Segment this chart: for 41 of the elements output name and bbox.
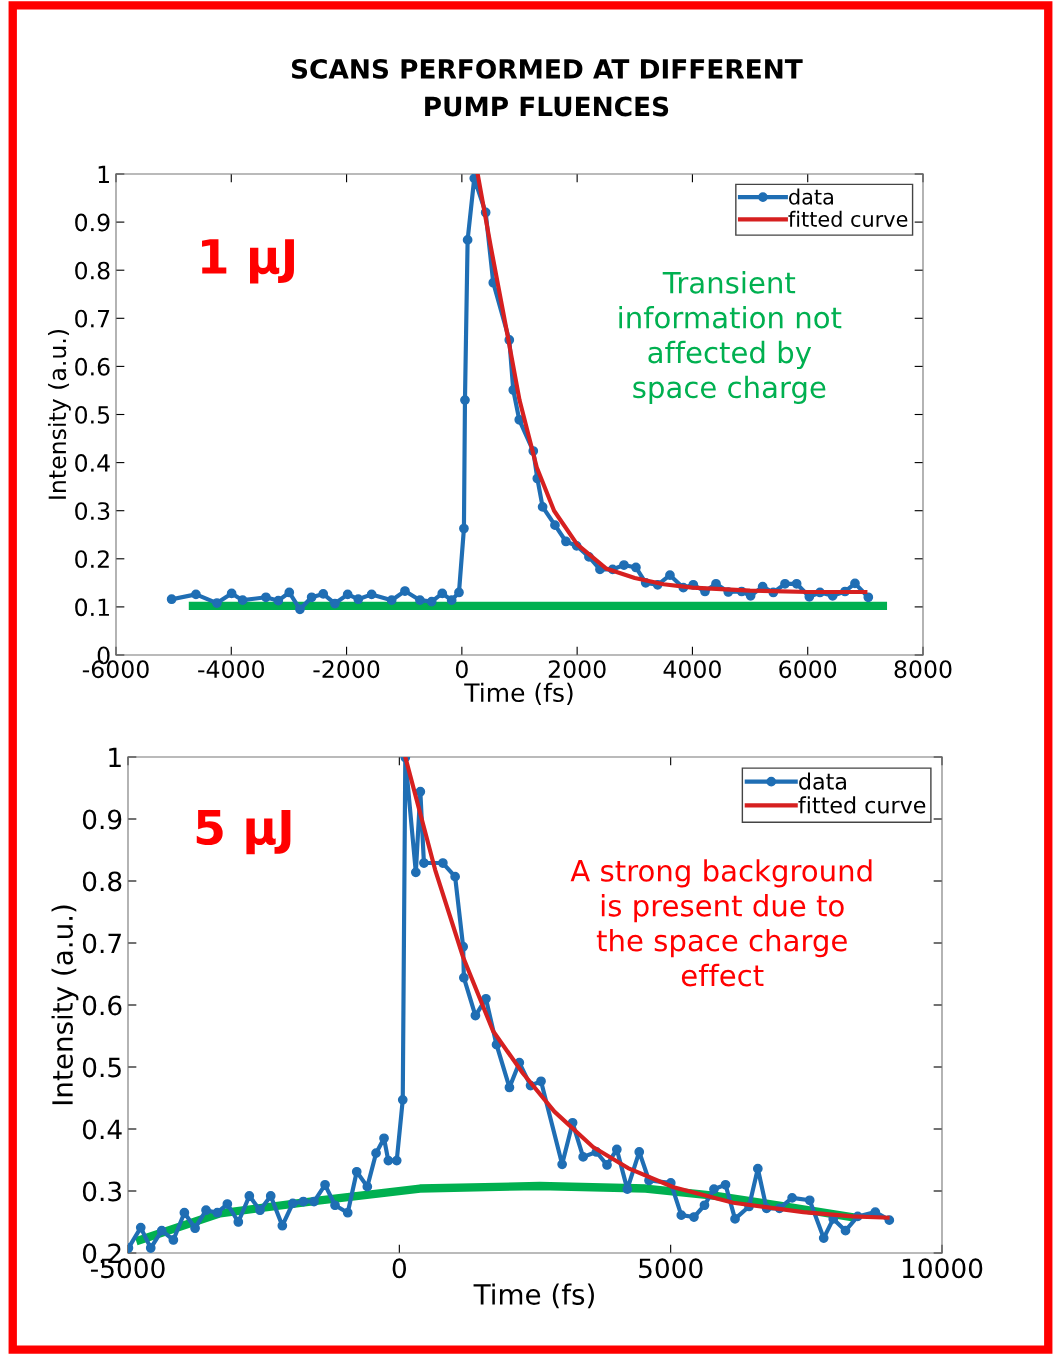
y-tick-label: 0.8 [75, 261, 110, 280]
legend-label: data [789, 188, 833, 205]
y-axis-title: Intensity (a.u.) [47, 329, 71, 499]
y-tick-label: 0.7 [75, 309, 110, 328]
x-tick-label: 2000 [548, 660, 606, 679]
y-tick-label: 0.5 [82, 1057, 121, 1078]
annotation: A strong background is present due to the space charge effect [570, 859, 872, 987]
y-tick-label: 0.3 [75, 502, 110, 521]
x-tick-label: 6000 [779, 660, 837, 679]
y-axis-title: Intensity (a.u.) [51, 905, 79, 1105]
x-tick-label: -4000 [198, 660, 265, 679]
x-tick-label: 5000 [639, 1258, 703, 1279]
y-tick-label: 1 [98, 165, 109, 183]
y-tick-label: 0.3 [82, 1181, 122, 1202]
y-tick-label: 0.9 [82, 809, 122, 830]
y-tick-label: 0.4 [82, 1119, 122, 1140]
annotation: 5 μJ [196, 809, 291, 855]
y-tick-label: 1 [109, 747, 121, 768]
y-tick-label: 0.4 [75, 454, 110, 472]
y-tick-label: 0.6 [82, 995, 122, 1016]
y-tick-label: 0.2 [75, 550, 109, 569]
y-tick-label: 0.7 [82, 933, 121, 954]
y-tick-label: 0.6 [75, 357, 110, 376]
x-axis-title: Time (fs) [464, 682, 573, 706]
x-tick-label: 0 [455, 660, 468, 679]
x-tick-label: 0 [392, 1258, 406, 1279]
y-tick-label: 0.8 [82, 871, 122, 892]
y-tick-label: 0.1 [75, 598, 109, 617]
x-tick-label: 4000 [663, 660, 721, 679]
legend-label: data [799, 772, 846, 790]
annotation: Transient information not affected by space charge [619, 271, 842, 404]
x-tick-label: 10000 [902, 1258, 983, 1279]
chart-title: SCANS PERFORMED AT DIFFERENT PUMP FLUENCES [291, 58, 803, 117]
y-tick-label: 0.5 [75, 405, 110, 424]
y-tick-label: 0.9 [75, 213, 110, 232]
legend-label: fitted curve [788, 210, 908, 227]
x-axis-title: Time (fs) [473, 1283, 594, 1309]
x-tick-label: 8000 [894, 660, 952, 679]
annotation: 1 μJ [202, 239, 294, 284]
legend-label: fitted curve [798, 796, 926, 814]
x-tick-label: -2000 [313, 660, 380, 679]
